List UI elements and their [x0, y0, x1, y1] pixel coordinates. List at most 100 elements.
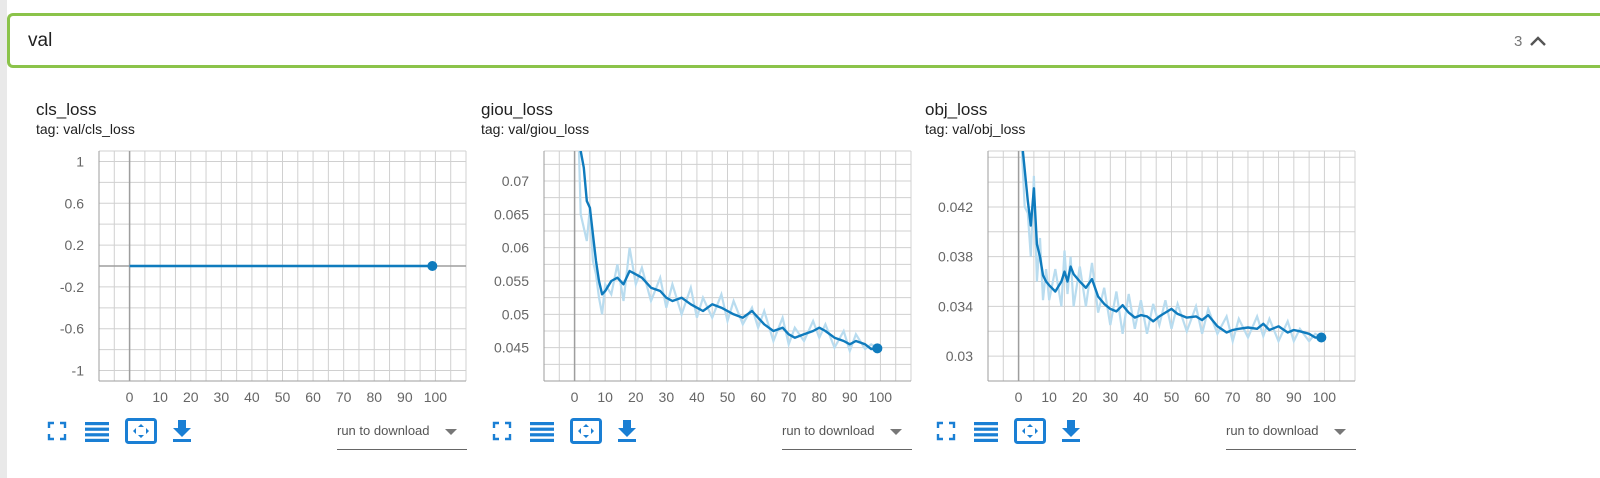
y-tick-label: 0.05 [502, 306, 529, 322]
fullscreen-icon [47, 421, 67, 441]
card-tag: tag: val/giou_loss [481, 121, 590, 137]
line-chart[interactable]: 0.042 0.038 0.034 0.03 0 10 20 30 40 50 60 70 80 90 10… [925, 146, 1370, 408]
x-tick-label: 60 [1194, 389, 1210, 405]
y-tick-label: 0.03 [946, 348, 973, 364]
y-tick-label: -0.6 [60, 321, 84, 337]
x-tick-label: 10 [597, 389, 613, 405]
y-tick-label: 0.055 [494, 273, 529, 289]
run-download-select[interactable]: run to download [782, 416, 912, 450]
tag-group-title: val [28, 30, 53, 51]
download-button[interactable] [1060, 418, 1082, 444]
y-tick-label: 0.2 [65, 237, 85, 253]
fullscreen-button[interactable] [491, 420, 513, 442]
y-tick-label: 0.045 [494, 340, 529, 356]
run-download-label: run to download [782, 423, 875, 438]
x-tick-label: 100 [1313, 389, 1337, 405]
fullscreen-button[interactable] [935, 420, 957, 442]
run-download-select[interactable]: run to download [337, 416, 467, 450]
x-tick-label: 20 [1072, 389, 1088, 405]
x-tick-label: 80 [811, 389, 827, 405]
x-tick-label: 30 [659, 389, 675, 405]
tag-group-count: 3 [1514, 33, 1523, 50]
x-tick-label: 70 [1225, 389, 1241, 405]
log-scale-button[interactable] [973, 421, 999, 443]
x-tick-label: 0 [571, 389, 579, 405]
toggle-log-scale-icon [85, 422, 109, 442]
x-tick-label: 40 [1133, 389, 1149, 405]
card-title: giou_loss [481, 100, 553, 119]
last-point-marker [1316, 332, 1327, 343]
x-tick-label: 50 [275, 389, 291, 405]
series-group [577, 151, 878, 355]
y-tick-label: 0.034 [938, 298, 973, 314]
x-tick-label: 100 [424, 389, 448, 405]
x-tick-label: 90 [397, 389, 413, 405]
x-tick-label: 60 [750, 389, 766, 405]
toggle-log-scale-icon [974, 422, 998, 442]
chevron-up-icon[interactable] [1529, 34, 1547, 48]
x-tick-label: 80 [1255, 389, 1271, 405]
y-tick-label: 0.042 [938, 199, 973, 215]
download-icon [618, 420, 636, 442]
scalar-card-cls-loss: cls_loss tag: val/cls_loss 1 0.6 0.2 -0.2 -0… [36, 98, 481, 473]
card-title: cls_loss [36, 100, 97, 119]
run-download-select[interactable]: run to download [1226, 416, 1356, 450]
x-tick-label: 10 [152, 389, 168, 405]
y-tick-label: -1 [72, 363, 85, 379]
fullscreen-button[interactable] [46, 420, 68, 442]
dropdown-caret-icon [445, 429, 457, 435]
x-tick-label: 90 [1286, 389, 1302, 405]
x-tick-label: 70 [781, 389, 797, 405]
toggle-log-scale-icon [530, 422, 554, 442]
x-tick-label: 30 [214, 389, 230, 405]
x-tick-label: 0 [1015, 389, 1023, 405]
fullscreen-icon [936, 421, 956, 441]
download-button[interactable] [171, 418, 193, 444]
y-tick-label: 0.07 [502, 173, 529, 189]
x-tick-label: 30 [1103, 389, 1119, 405]
x-tick-label: 20 [628, 389, 644, 405]
card-title: obj_loss [925, 100, 988, 119]
tag-group-header[interactable]: val 3 [7, 13, 1600, 68]
raw-series-line [577, 151, 878, 355]
card-tag: tag: val/obj_loss [925, 121, 1026, 137]
x-tick-label: 0 [126, 389, 134, 405]
x-tick-label: 40 [689, 389, 705, 405]
run-download-label: run to download [1226, 423, 1319, 438]
fit-domain-icon [570, 418, 602, 444]
fit-domain-icon [1014, 418, 1046, 444]
last-point-marker [427, 261, 438, 271]
card-tag: tag: val/cls_loss [36, 121, 135, 137]
line-chart[interactable]: 1 0.6 0.2 -0.2 -0.6 -1 0 10 20 30 40 50 60 70 80 90 100 [36, 146, 481, 408]
log-scale-button[interactable] [84, 421, 110, 443]
x-tick-label: 10 [1041, 389, 1057, 405]
x-tick-label: 90 [842, 389, 858, 405]
scalar-card-obj-loss: obj_loss tag: val/obj_loss 0.042 0.038 0.0… [925, 98, 1370, 473]
line-chart[interactable]: 0.07 0.065 0.06 0.055 0.05 0.045 0 10 20 30 40 50 60… [481, 146, 926, 408]
smoothed-series-line [579, 151, 878, 351]
dropdown-caret-icon [890, 429, 902, 435]
y-tick-label: -0.2 [60, 279, 84, 295]
x-tick-label: 60 [305, 389, 321, 405]
y-tick-label: 1 [76, 153, 84, 169]
fit-domain-button[interactable] [125, 418, 157, 444]
y-tick-label: 0.06 [502, 240, 529, 256]
log-scale-button[interactable] [529, 421, 555, 443]
smoothed-series-line [1021, 151, 1322, 339]
fullscreen-icon [492, 421, 512, 441]
y-tick-label: 0.038 [938, 249, 973, 265]
left-sidebar-edge [0, 0, 7, 478]
download-icon [1062, 420, 1080, 442]
download-icon [173, 420, 191, 442]
x-tick-label: 80 [366, 389, 382, 405]
scalar-card-giou-loss: giou_loss tag: val/giou_loss 0.07 0.065 0.… [481, 98, 926, 473]
y-tick-label: 0.6 [65, 195, 85, 211]
x-tick-label: 100 [869, 389, 893, 405]
x-tick-label: 20 [183, 389, 199, 405]
fit-domain-button[interactable] [1014, 418, 1046, 444]
x-tick-label: 70 [336, 389, 352, 405]
dropdown-caret-icon [1334, 429, 1346, 435]
fit-domain-button[interactable] [570, 418, 602, 444]
y-tick-label: 0.065 [494, 206, 529, 222]
download-button[interactable] [616, 418, 638, 444]
